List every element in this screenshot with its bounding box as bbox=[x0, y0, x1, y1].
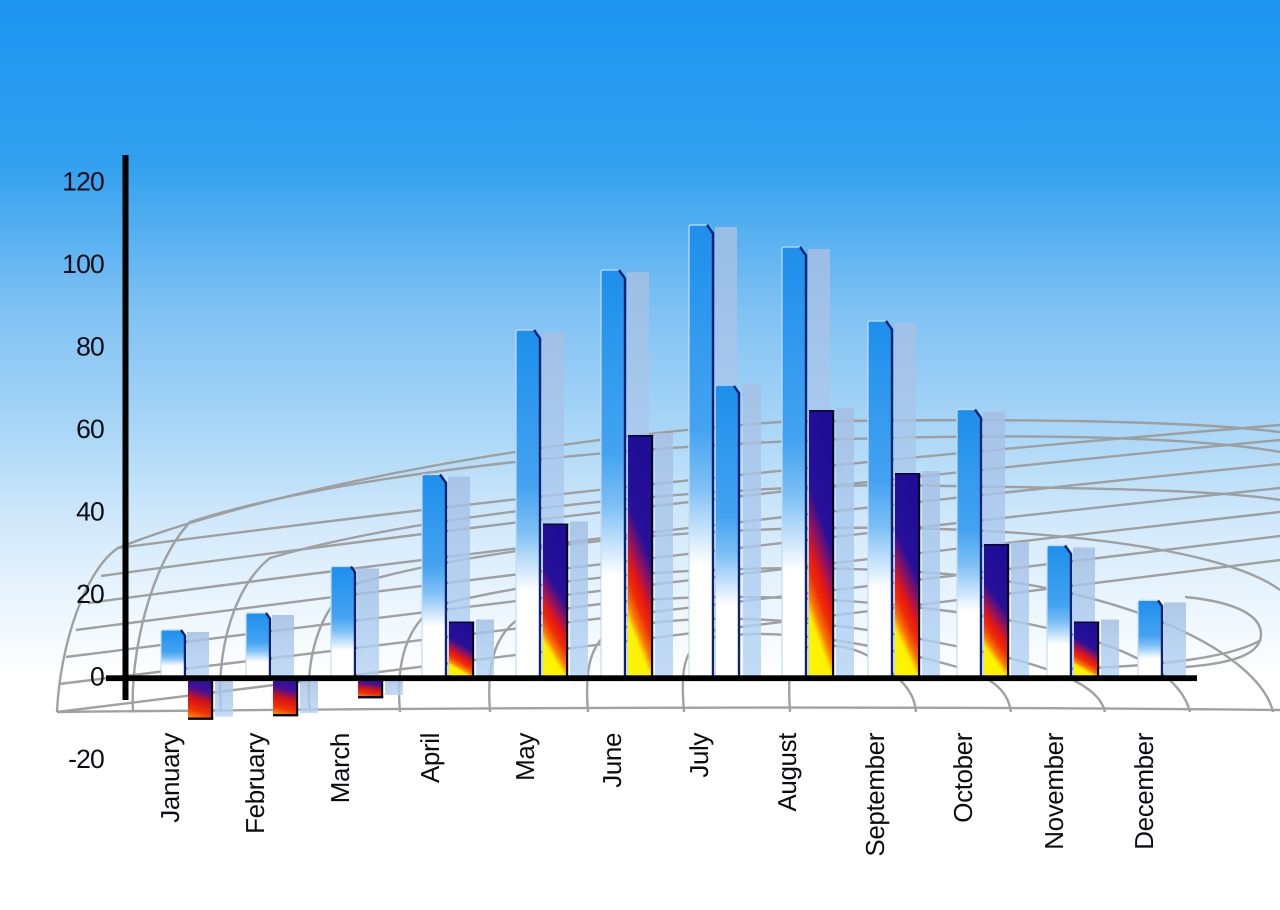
svg-text:August: August bbox=[772, 732, 802, 812]
svg-text:May: May bbox=[510, 733, 540, 781]
svg-text:December: December bbox=[1129, 732, 1159, 849]
svg-text:February: February bbox=[240, 733, 270, 834]
svg-text:March: March bbox=[325, 733, 355, 803]
svg-text:June: June bbox=[597, 733, 627, 788]
svg-text:0: 0 bbox=[90, 662, 104, 692]
svg-text:120: 120 bbox=[62, 167, 104, 197]
svg-text:October: October bbox=[948, 732, 978, 822]
svg-text:November: November bbox=[1039, 732, 1069, 849]
svg-text:60: 60 bbox=[76, 414, 104, 444]
svg-text:20: 20 bbox=[76, 579, 104, 609]
svg-text:September: September bbox=[860, 732, 890, 856]
svg-text:80: 80 bbox=[76, 332, 104, 362]
svg-text:-20: -20 bbox=[68, 744, 104, 774]
svg-text:July: July bbox=[684, 733, 714, 778]
svg-text:January: January bbox=[155, 733, 185, 823]
svg-text:100: 100 bbox=[62, 249, 104, 279]
svg-text:40: 40 bbox=[76, 497, 104, 527]
svg-text:April: April bbox=[415, 733, 445, 783]
